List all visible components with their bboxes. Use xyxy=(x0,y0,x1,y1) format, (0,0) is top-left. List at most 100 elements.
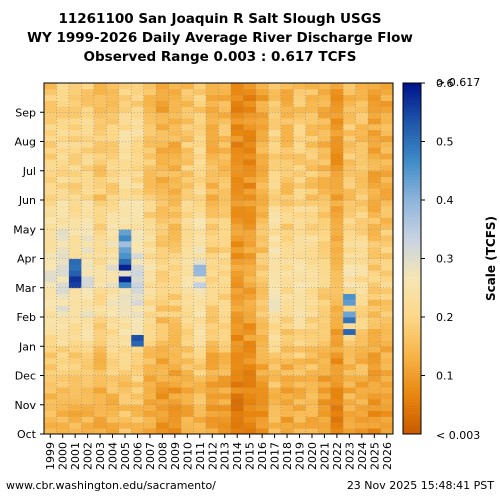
colorbar-segment xyxy=(403,182,421,186)
heat-cell xyxy=(243,334,257,341)
heat-cell xyxy=(305,147,319,154)
heat-cell xyxy=(293,369,307,376)
heat-cell xyxy=(330,106,344,113)
heat-cell xyxy=(193,135,207,142)
heat-cell xyxy=(305,393,319,400)
heat-cell xyxy=(318,229,332,236)
heat-cell xyxy=(343,305,356,312)
heat-cell xyxy=(143,106,157,113)
heat-cell xyxy=(143,229,157,236)
heat-cell xyxy=(280,129,294,137)
heat-cell xyxy=(268,363,282,371)
heat-cell xyxy=(168,264,182,271)
heat-cell xyxy=(368,235,381,242)
heat-cell xyxy=(206,340,219,347)
heat-cell xyxy=(143,246,157,254)
heat-cell xyxy=(293,170,307,177)
heat-cell xyxy=(243,305,257,312)
heat-cell xyxy=(56,340,70,347)
heat-cell xyxy=(293,393,307,400)
heat-cell xyxy=(206,106,219,113)
colorbar-segment xyxy=(403,319,421,324)
heat-cell xyxy=(68,164,82,172)
heat-cell xyxy=(318,159,332,166)
x-tick-label: 2004 xyxy=(107,442,120,470)
colorbar-segment xyxy=(403,311,421,315)
heat-cell xyxy=(68,305,82,312)
heat-cell xyxy=(318,357,332,365)
heat-cell xyxy=(355,258,369,265)
heat-cell xyxy=(193,211,207,218)
heat-cell xyxy=(268,270,282,277)
heat-cell xyxy=(380,311,394,318)
heat-cell xyxy=(343,223,356,230)
heat-cell xyxy=(218,106,232,113)
heat-cell xyxy=(168,287,182,294)
heat-cell xyxy=(56,106,70,113)
heat-cell xyxy=(68,352,82,359)
heat-cell xyxy=(93,404,107,411)
heat-cell xyxy=(318,94,332,101)
heat-cell xyxy=(44,164,57,172)
heat-cell xyxy=(218,217,232,224)
heat-cell xyxy=(168,153,182,160)
heat-cell xyxy=(168,387,182,394)
heat-cell xyxy=(156,223,170,230)
heat-cell xyxy=(280,334,294,341)
heat-cell xyxy=(68,153,82,160)
footer-source-url[interactable]: www.cbr.washington.edu/sacramento/ xyxy=(6,479,216,492)
heat-cell xyxy=(243,381,257,388)
heat-cell xyxy=(68,422,82,429)
heat-cell xyxy=(355,352,369,359)
heat-cell xyxy=(255,217,269,224)
heat-cell xyxy=(230,112,244,119)
heat-cell xyxy=(330,170,344,177)
heat-cell xyxy=(330,229,344,236)
colorbar-tick-label: 0.4 xyxy=(436,194,454,207)
heat-cell xyxy=(218,381,232,388)
heat-cell xyxy=(368,106,381,113)
heat-cell xyxy=(280,200,294,207)
colorbar-segment xyxy=(403,352,421,356)
colorbar-axis-label: Scale (TCFS) xyxy=(484,216,498,301)
heat-cell xyxy=(218,112,232,119)
heat-cell xyxy=(230,88,244,96)
heat-cell xyxy=(156,135,170,142)
heat-cell xyxy=(343,135,356,142)
heat-cell xyxy=(305,106,319,113)
heat-cell xyxy=(330,287,344,294)
heat-cell xyxy=(168,346,182,353)
heat-cell xyxy=(293,317,307,324)
heat-cell xyxy=(230,270,244,277)
heat-cell xyxy=(81,305,95,312)
heat-cell xyxy=(44,381,57,388)
heat-cell xyxy=(355,94,369,101)
heat-cell xyxy=(131,223,145,230)
heat-cell xyxy=(93,211,107,218)
x-tick-label: 2011 xyxy=(194,442,207,470)
heat-cell xyxy=(343,287,356,294)
heat-cell xyxy=(143,281,157,289)
heat-cell xyxy=(318,410,332,417)
heat-cell xyxy=(280,311,294,318)
heat-cell xyxy=(218,387,232,394)
heat-cell xyxy=(293,293,307,300)
heat-cell xyxy=(255,141,269,148)
heat-cell xyxy=(68,200,82,207)
heat-cell xyxy=(355,235,369,242)
heat-cell xyxy=(181,88,194,96)
heat-cell xyxy=(131,317,145,324)
heat-cell xyxy=(106,106,120,113)
heat-cell xyxy=(293,270,307,277)
heat-cell xyxy=(305,287,319,294)
heat-cell xyxy=(131,170,145,177)
heat-cell xyxy=(380,363,394,371)
heat-cell xyxy=(255,393,269,400)
x-tick-label: 2015 xyxy=(244,442,257,470)
heat-cell xyxy=(131,340,145,347)
heat-cell xyxy=(81,363,95,371)
heat-cell xyxy=(181,387,194,394)
heat-cell xyxy=(343,264,356,271)
heat-cell xyxy=(206,159,219,166)
heat-cell xyxy=(106,83,120,90)
